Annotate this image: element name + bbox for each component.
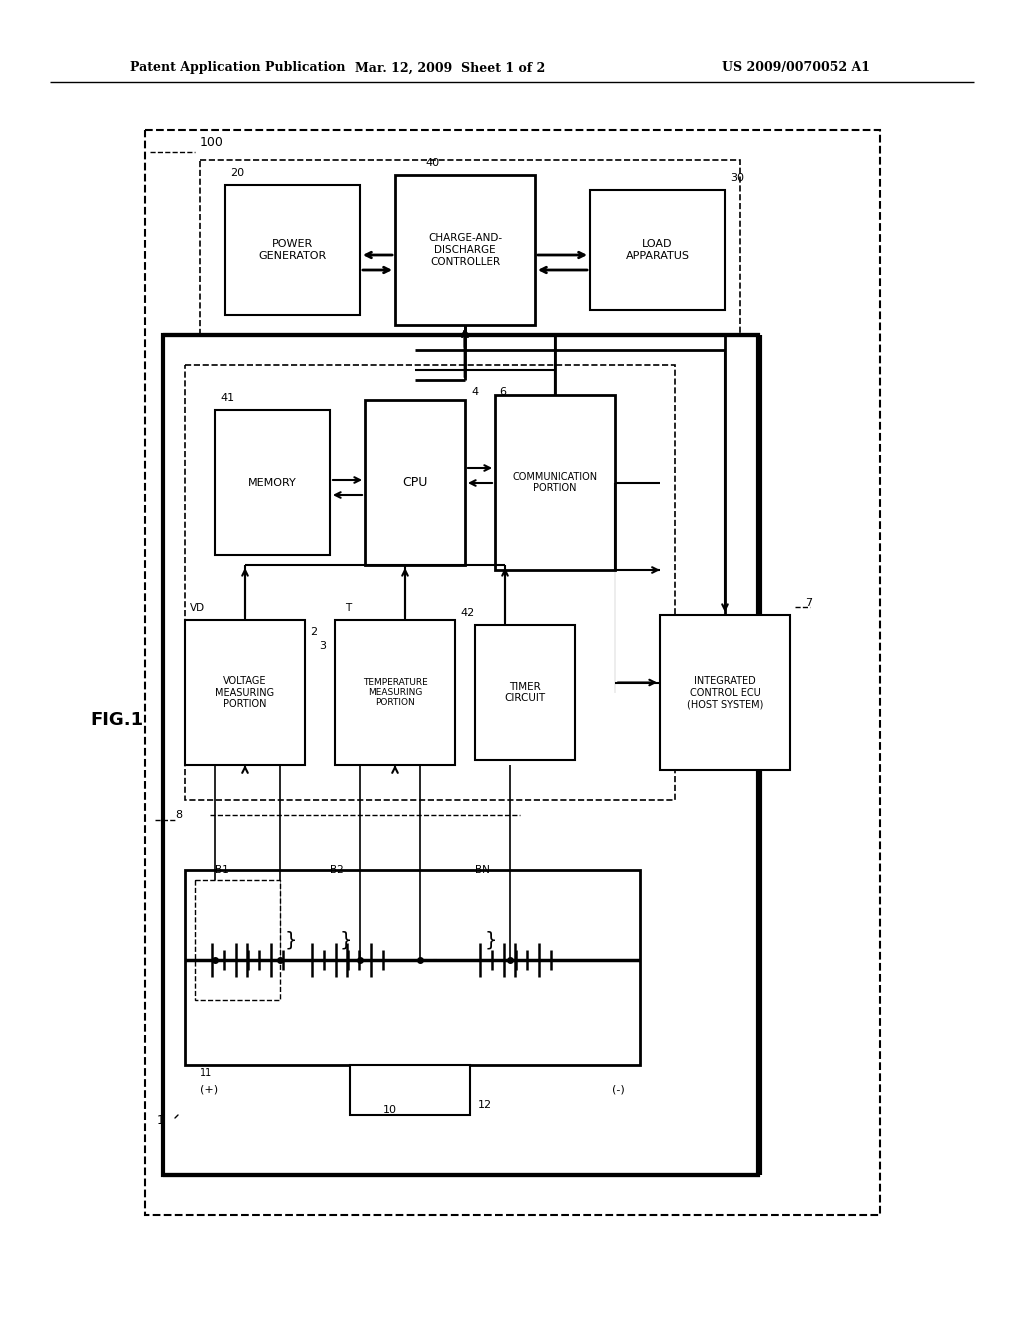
- Text: 30: 30: [730, 173, 744, 183]
- Text: US 2009/0070052 A1: US 2009/0070052 A1: [722, 62, 870, 74]
- Text: 6: 6: [500, 387, 507, 397]
- Bar: [335, 620, 455, 766]
- Text: B1: B1: [215, 865, 228, 875]
- Text: 10: 10: [383, 1105, 396, 1115]
- Text: Mar. 12, 2009  Sheet 1 of 2: Mar. 12, 2009 Sheet 1 of 2: [355, 62, 545, 74]
- Text: 3: 3: [319, 642, 326, 651]
- Bar: [215, 411, 330, 554]
- Text: 42: 42: [460, 609, 474, 618]
- Bar: [185, 620, 305, 766]
- Text: }: }: [285, 931, 298, 949]
- Bar: [660, 615, 790, 770]
- Text: CPU: CPU: [402, 477, 428, 488]
- Bar: [590, 190, 725, 310]
- Text: }: }: [485, 931, 498, 949]
- Text: 4: 4: [471, 387, 478, 397]
- Text: 11: 11: [200, 1068, 212, 1078]
- Text: INTEGRATED
CONTROL ECU
(HOST SYSTEM): INTEGRATED CONTROL ECU (HOST SYSTEM): [687, 676, 763, 709]
- Bar: [495, 395, 615, 570]
- Bar: [475, 624, 575, 760]
- Text: 20: 20: [230, 168, 244, 178]
- Bar: [145, 129, 880, 1214]
- Text: T: T: [345, 603, 351, 612]
- Text: Patent Application Publication: Patent Application Publication: [130, 62, 345, 74]
- Text: TIMER
CIRCUIT: TIMER CIRCUIT: [505, 681, 546, 704]
- Text: VD: VD: [190, 603, 205, 612]
- Text: FIG.1: FIG.1: [90, 711, 143, 729]
- Text: CHARGE-AND-
DISCHARGE
CONTROLLER: CHARGE-AND- DISCHARGE CONTROLLER: [428, 234, 502, 267]
- Text: MEMORY: MEMORY: [248, 478, 297, 487]
- Text: BN: BN: [475, 865, 489, 875]
- Text: 100: 100: [200, 136, 224, 149]
- Bar: [195, 880, 280, 1001]
- Bar: [395, 176, 535, 325]
- Text: VOLTAGE
MEASURING
PORTION: VOLTAGE MEASURING PORTION: [215, 676, 274, 709]
- Text: (+): (+): [200, 1085, 218, 1096]
- Text: 1: 1: [157, 1114, 165, 1126]
- Bar: [185, 366, 675, 800]
- Text: TEMPERATURE
MEASURING
PORTION: TEMPERATURE MEASURING PORTION: [362, 677, 427, 708]
- Bar: [185, 870, 640, 1065]
- Text: B2: B2: [330, 865, 344, 875]
- Text: 8: 8: [175, 810, 182, 820]
- Text: 7: 7: [805, 598, 812, 609]
- Text: 2: 2: [310, 627, 317, 638]
- Text: POWER
GENERATOR: POWER GENERATOR: [258, 239, 327, 261]
- Bar: [163, 335, 758, 1175]
- Text: }: }: [340, 931, 352, 949]
- Text: LOAD
APPARATUS: LOAD APPARATUS: [626, 239, 689, 261]
- Text: (-): (-): [612, 1085, 625, 1096]
- Text: 12: 12: [478, 1100, 493, 1110]
- Bar: [350, 1065, 470, 1115]
- Text: 41: 41: [220, 393, 234, 403]
- Text: COMMUNICATION
PORTION: COMMUNICATION PORTION: [512, 471, 598, 494]
- Bar: [225, 185, 360, 315]
- Text: 40: 40: [425, 158, 439, 168]
- Bar: [200, 160, 740, 370]
- Text: - -: - -: [422, 953, 438, 968]
- Bar: [365, 400, 465, 565]
